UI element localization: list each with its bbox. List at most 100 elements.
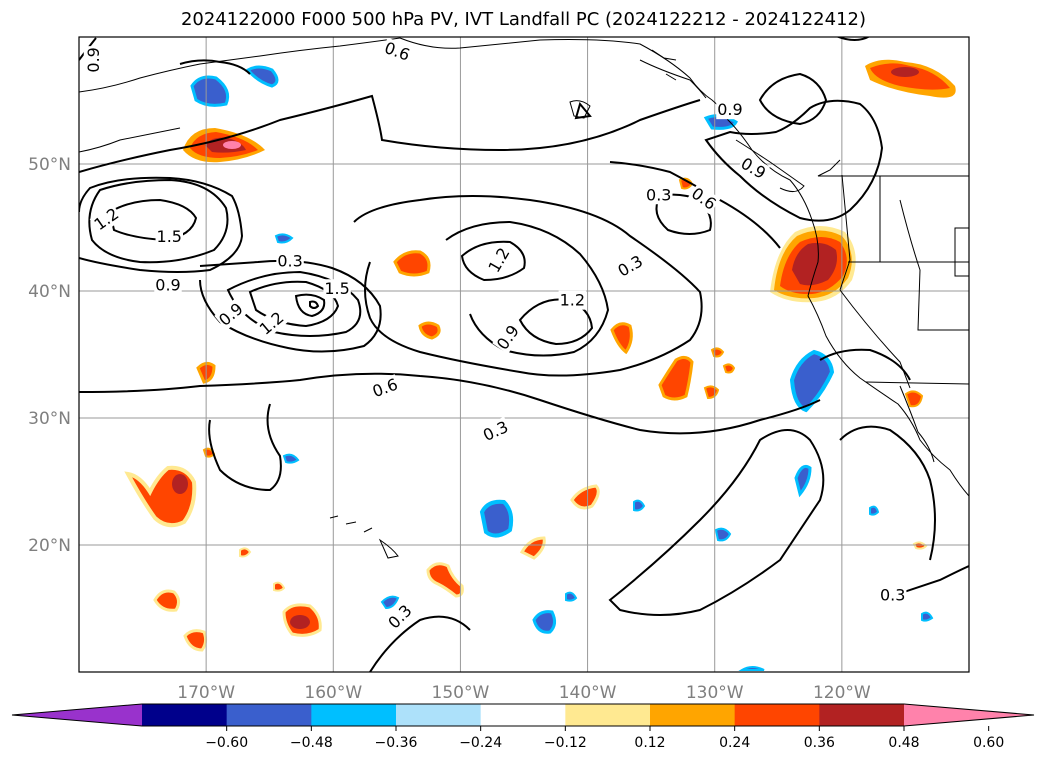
- pv-contour: [208, 403, 282, 492]
- colorbar-segment: [311, 704, 397, 726]
- lon-tick-label: 150°W: [432, 683, 490, 703]
- pc-negative-region: [274, 233, 294, 244]
- pc-positive-core: [792, 242, 837, 286]
- alaska-panhandle: [639, 49, 707, 99]
- colorbar-segment: [142, 704, 228, 726]
- pc-positive-region: [722, 363, 736, 374]
- contour-label-background: [492, 320, 524, 355]
- contour-label-background: [878, 585, 907, 605]
- pc-negative-region: [380, 595, 400, 610]
- pv-contour: [309, 300, 320, 309]
- map-title: 2024122000 F000 500 hPa PV, IVT Landfall…: [180, 9, 867, 30]
- gridlines: [79, 37, 969, 672]
- lat-tick-label: 30°N: [28, 409, 71, 429]
- lon-tick-label: 170°W: [177, 683, 235, 703]
- colorbar-segment: [734, 704, 820, 726]
- contour-label-background: [276, 251, 304, 271]
- pc-positive-region: [153, 589, 181, 612]
- contour-label-background: [558, 290, 587, 310]
- pv-contour: [79, 372, 821, 435]
- us-canada-border: [817, 159, 969, 177]
- contour-label: 0.9: [155, 275, 180, 294]
- lat-tick-label: 40°N: [28, 282, 71, 302]
- colorbar-tick-label: −0.48: [290, 735, 333, 751]
- pv-contour: [88, 178, 229, 264]
- contour-label-background: [154, 275, 182, 295]
- lon-tick-label: 160°W: [304, 683, 362, 703]
- colorbar-tick-label: 0.24: [719, 735, 750, 751]
- colorbar-tick-label: −0.60: [205, 735, 248, 751]
- pc-positive-region: [418, 321, 441, 340]
- pc-positive-peak: [223, 141, 241, 149]
- pv-contour: [518, 298, 594, 346]
- pc-positive-region: [426, 562, 464, 598]
- contour-label-background: [383, 600, 417, 634]
- pv-contour: [655, 193, 712, 235]
- pc-fill-layer: [124, 59, 956, 671]
- colorbar-extend-min: [12, 704, 142, 726]
- state-border: [839, 174, 851, 291]
- lat-tick-label: 50°N: [28, 155, 71, 175]
- contour-label-background: [479, 416, 513, 446]
- state-border: [954, 227, 969, 277]
- contour-label: 0.3: [880, 585, 905, 604]
- baja-peninsula: [899, 385, 935, 463]
- pc-negative-region: [633, 499, 646, 512]
- pc-positive-region: [610, 322, 633, 355]
- aleutian-islands: [79, 127, 181, 153]
- contour-label: 0.9: [717, 100, 742, 119]
- colorbar-segment: [565, 704, 651, 726]
- colorbar-tick-label: −0.36: [375, 735, 418, 751]
- pc-positive-region: [183, 629, 208, 652]
- colorbar-segment: [650, 704, 736, 726]
- map-area: 0.9 0.60.90.90.3 0.60.31.21.50.90.31.50.9 1…: [79, 37, 969, 672]
- contour-label-background: [381, 37, 414, 65]
- pc-negative-region: [921, 611, 934, 622]
- pc-negative-region: [738, 666, 765, 671]
- pv-contour: [179, 59, 251, 75]
- us-mexico-border: [865, 381, 969, 385]
- pc-positive-region: [239, 547, 252, 558]
- colorbar-segment: [396, 704, 482, 726]
- contour-label-background: [716, 100, 744, 120]
- contour-label-background: [736, 153, 770, 184]
- contour-label: 1.5: [324, 279, 349, 298]
- pv-contour: [79, 176, 244, 273]
- lon-tick-label: 120°W: [813, 683, 871, 703]
- lon-tick-label: 130°W: [686, 683, 744, 703]
- lat-tick-label: 20°N: [28, 536, 71, 556]
- pc-positive-region: [273, 581, 286, 592]
- state-border: [899, 199, 969, 331]
- contour-label-background: [687, 183, 721, 215]
- pc-positive-region: [912, 541, 928, 550]
- pc-positive-region: [570, 484, 600, 510]
- pv-contour: [608, 429, 825, 616]
- contour-label-background: [645, 185, 673, 205]
- contour-label-background: [613, 250, 647, 282]
- contour-label-background: [323, 279, 351, 299]
- pv-contour: [704, 99, 884, 222]
- contour-label: 0.9: [84, 47, 103, 72]
- pc-negative-region: [794, 464, 812, 498]
- pc-negative-region: [282, 453, 300, 464]
- pc-negative-region: [714, 527, 732, 542]
- state-border: [839, 289, 911, 389]
- map-frame: [78, 36, 970, 673]
- contour-label-background: [214, 298, 248, 331]
- pv-contour: [574, 101, 592, 120]
- pc-negative-region: [869, 505, 880, 516]
- pc-positive-region: [658, 355, 694, 401]
- contour-label: 1.5: [157, 227, 182, 246]
- pc-positive-core: [891, 67, 919, 77]
- pv-contour: [460, 240, 526, 282]
- contour-label-background: [89, 203, 124, 235]
- contour-label-background: [368, 374, 402, 402]
- pc-negative-region: [245, 65, 279, 88]
- colorbar-tick-label: −0.12: [544, 735, 587, 751]
- pv-contour: [819, 348, 911, 381]
- contour-label-background: [83, 46, 103, 74]
- pv-contour: [79, 94, 701, 173]
- pc-negative-region: [532, 610, 557, 634]
- pc-negative-region: [789, 349, 835, 413]
